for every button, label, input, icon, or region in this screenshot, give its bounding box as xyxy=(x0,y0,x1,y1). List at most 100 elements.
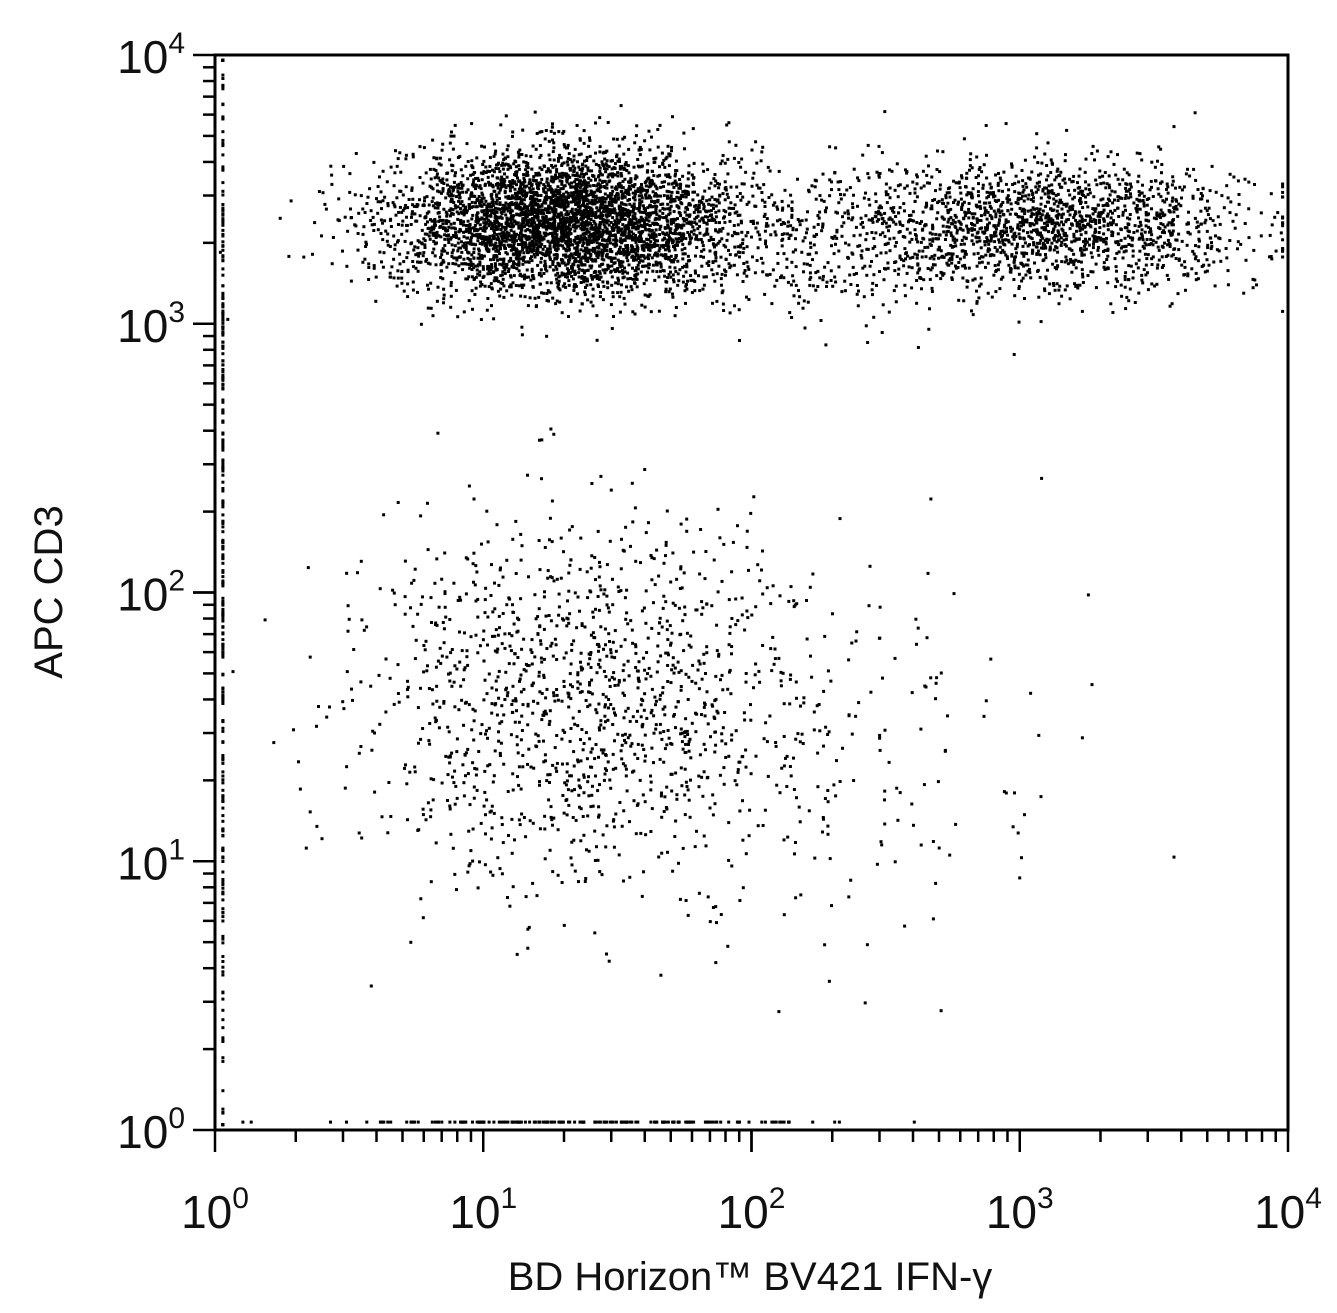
event-dot xyxy=(524,154,528,158)
event-dot xyxy=(512,274,516,278)
event-dot xyxy=(556,237,560,241)
event-dot xyxy=(1109,302,1113,306)
event-dot xyxy=(374,299,378,303)
event-dot xyxy=(547,252,551,256)
event-dot xyxy=(376,185,380,188)
event-dot xyxy=(428,167,432,171)
event-dot xyxy=(1137,258,1141,262)
event-dot xyxy=(476,176,480,180)
event-dot xyxy=(651,205,655,209)
event-dot xyxy=(1146,253,1150,257)
event-dot xyxy=(554,238,558,242)
event-dot xyxy=(625,213,629,217)
event-dot xyxy=(536,218,540,222)
event-dot xyxy=(534,179,538,183)
event-dot xyxy=(694,271,697,275)
event-dot xyxy=(584,279,588,283)
event-dot xyxy=(655,212,659,216)
event-dot xyxy=(678,178,682,181)
event-dot xyxy=(734,231,738,235)
event-dot xyxy=(575,171,579,175)
event-dot xyxy=(567,237,571,241)
event-dot xyxy=(549,201,553,205)
event-dot xyxy=(662,269,666,273)
event-dot xyxy=(646,169,650,173)
event-dot xyxy=(636,267,640,271)
event-dot xyxy=(472,266,476,270)
event-dot xyxy=(646,206,650,210)
event-dot xyxy=(680,202,684,206)
event-dot xyxy=(560,258,564,261)
event-dot xyxy=(637,261,641,264)
event-dot xyxy=(604,209,608,213)
event-dot xyxy=(573,273,577,276)
event-dot xyxy=(577,153,581,157)
event-dot xyxy=(790,260,794,264)
event-dot xyxy=(1004,253,1008,257)
event-dot xyxy=(583,290,587,294)
event-dot xyxy=(690,173,694,177)
event-dot xyxy=(684,206,688,210)
event-dot xyxy=(568,243,572,247)
event-dot xyxy=(388,218,392,222)
event-dot xyxy=(587,240,591,244)
event-dot xyxy=(405,229,409,233)
event-dot xyxy=(1111,211,1114,215)
event-dot xyxy=(574,219,577,223)
event-dot xyxy=(664,216,668,219)
event-dot xyxy=(744,170,748,174)
event-dot xyxy=(550,164,554,167)
event-dot xyxy=(847,243,851,247)
event-dot xyxy=(439,263,443,267)
event-dot xyxy=(562,272,565,276)
event-dot xyxy=(888,224,892,228)
event-dot xyxy=(555,267,559,271)
event-dot xyxy=(623,230,627,234)
event-dot xyxy=(467,275,471,279)
event-dot xyxy=(480,283,484,287)
event-dot xyxy=(451,147,455,151)
event-dot xyxy=(701,244,705,248)
event-dot xyxy=(634,273,638,277)
event-dot xyxy=(546,224,550,228)
event-dot xyxy=(714,204,718,208)
event-dot xyxy=(645,237,649,241)
event-dot xyxy=(749,220,753,223)
event-dot xyxy=(1087,183,1091,187)
event-dot xyxy=(404,157,408,161)
event-dot xyxy=(558,179,562,183)
event-dot xyxy=(500,175,504,179)
event-dot xyxy=(585,172,588,176)
event-dot xyxy=(598,209,601,212)
event-dot xyxy=(551,296,555,300)
event-dot xyxy=(480,144,484,148)
event-dot xyxy=(577,203,581,207)
event-dot xyxy=(573,246,577,250)
event-dot xyxy=(1149,237,1153,241)
event-dot xyxy=(633,281,637,285)
event-dot xyxy=(476,211,479,215)
event-dot xyxy=(546,209,550,213)
event-dot xyxy=(548,257,552,261)
event-dot xyxy=(552,245,556,249)
event-dot xyxy=(634,277,638,281)
event-dot xyxy=(436,285,440,289)
event-dot xyxy=(755,259,759,262)
event-dot xyxy=(591,246,595,250)
event-dot xyxy=(938,170,942,174)
event-dot xyxy=(647,219,651,223)
event-dot xyxy=(465,142,469,146)
event-dot xyxy=(392,276,396,280)
event-dot xyxy=(465,227,469,231)
event-dot xyxy=(589,201,593,205)
event-dot xyxy=(616,258,620,262)
event-dot xyxy=(589,266,593,270)
event-dot xyxy=(487,285,491,289)
event-dot xyxy=(544,129,548,132)
event-dot xyxy=(662,245,666,249)
event-dot xyxy=(954,264,957,268)
event-dot xyxy=(587,210,591,214)
event-dot xyxy=(1045,178,1048,182)
event-dot xyxy=(890,218,894,222)
event-dot xyxy=(547,188,551,192)
